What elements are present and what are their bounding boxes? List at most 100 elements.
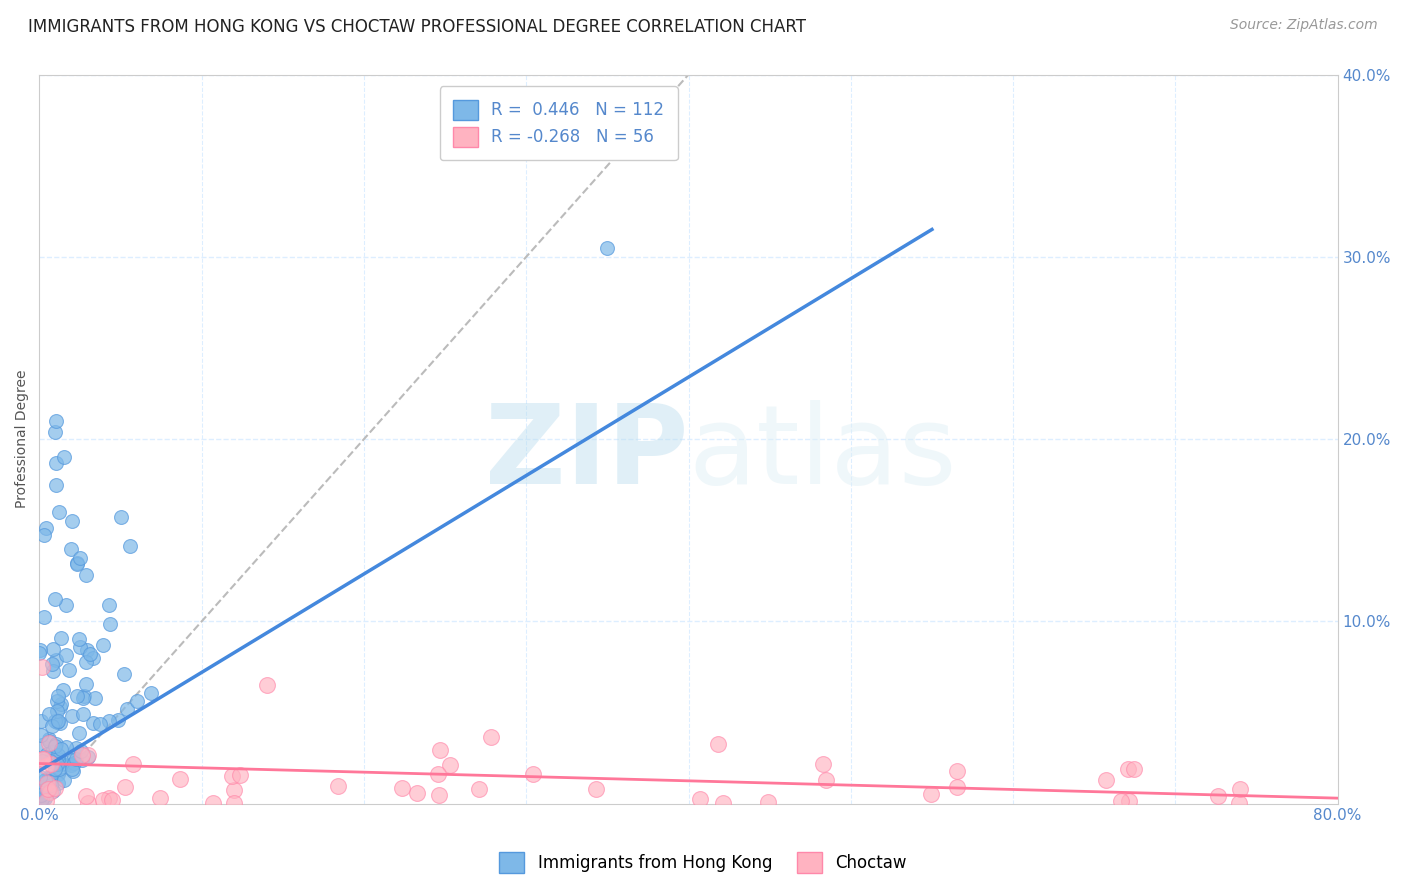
Point <box>406 786 429 800</box>
Point <box>44 762 66 776</box>
Point <box>39 772 62 786</box>
Point <box>1116 762 1139 776</box>
Point <box>429 743 451 757</box>
Point <box>62 753 84 767</box>
Point <box>149 790 172 805</box>
Point <box>49 631 72 645</box>
Point <box>67 726 90 740</box>
Point <box>31 784 53 798</box>
Point <box>34 772 56 787</box>
Point <box>44 739 66 753</box>
Point <box>48 699 70 714</box>
Point <box>31 738 53 752</box>
Point <box>101 793 124 807</box>
Point <box>38 734 60 748</box>
Point <box>32 752 55 766</box>
Point <box>46 694 69 708</box>
Point <box>44 781 66 796</box>
Point <box>35 788 58 802</box>
Point <box>45 737 67 751</box>
Point <box>1118 794 1140 808</box>
Point <box>38 732 60 747</box>
Point <box>39 781 62 796</box>
Point <box>79 647 101 661</box>
Point <box>221 769 243 783</box>
Point <box>30 643 52 657</box>
Point <box>98 791 121 805</box>
Point <box>1123 762 1146 776</box>
Point <box>1229 782 1251 797</box>
Point <box>32 528 55 542</box>
Point <box>38 785 60 799</box>
Point <box>62 764 84 779</box>
Point <box>38 736 60 750</box>
Point <box>67 632 90 646</box>
Point <box>224 782 246 797</box>
Point <box>107 713 129 727</box>
Point <box>76 655 98 669</box>
Point <box>59 541 82 556</box>
Point <box>31 752 53 766</box>
Point <box>201 796 224 810</box>
Point <box>69 640 91 654</box>
Point <box>946 764 969 778</box>
Point <box>706 737 728 751</box>
Point <box>427 789 450 803</box>
Point <box>115 702 138 716</box>
Point <box>45 757 67 772</box>
Point <box>46 752 69 766</box>
Point <box>48 762 70 776</box>
Point <box>69 550 91 565</box>
Point <box>39 775 62 789</box>
Point <box>44 714 66 728</box>
Point <box>49 742 72 756</box>
Point <box>112 666 135 681</box>
Point <box>83 691 105 706</box>
Point <box>30 714 52 728</box>
Point <box>585 782 607 797</box>
Point <box>48 716 70 731</box>
Point <box>42 755 65 769</box>
Point <box>439 758 461 772</box>
Point <box>32 780 55 795</box>
Point <box>30 788 52 802</box>
Point <box>45 414 67 428</box>
Point <box>42 642 65 657</box>
Point <box>468 782 491 797</box>
Point <box>38 706 60 721</box>
Point <box>60 514 83 528</box>
Text: Source: ZipAtlas.com: Source: ZipAtlas.com <box>1230 18 1378 32</box>
Point <box>31 660 53 674</box>
Point <box>70 744 93 758</box>
Point <box>55 740 77 755</box>
Point <box>756 796 779 810</box>
Point <box>39 778 62 792</box>
Point <box>48 755 70 769</box>
Point <box>72 706 94 721</box>
Point <box>139 686 162 700</box>
Point <box>1095 773 1118 788</box>
Point <box>35 758 58 772</box>
Point <box>46 757 69 772</box>
Point <box>224 796 246 810</box>
Point <box>44 591 66 606</box>
Point <box>72 747 94 762</box>
Point <box>28 646 51 660</box>
Point <box>30 792 52 806</box>
Point <box>45 456 67 470</box>
Point <box>49 698 72 712</box>
Point <box>38 770 60 784</box>
Point <box>72 689 94 703</box>
Point <box>1111 794 1133 808</box>
Point <box>46 715 69 730</box>
Point <box>65 558 87 572</box>
Point <box>93 792 115 806</box>
Point <box>31 755 53 769</box>
Point <box>46 714 69 729</box>
Point <box>49 754 72 768</box>
Point <box>426 767 449 781</box>
Point <box>596 241 619 255</box>
Point <box>38 754 60 768</box>
Point <box>76 642 98 657</box>
Point <box>53 772 76 787</box>
